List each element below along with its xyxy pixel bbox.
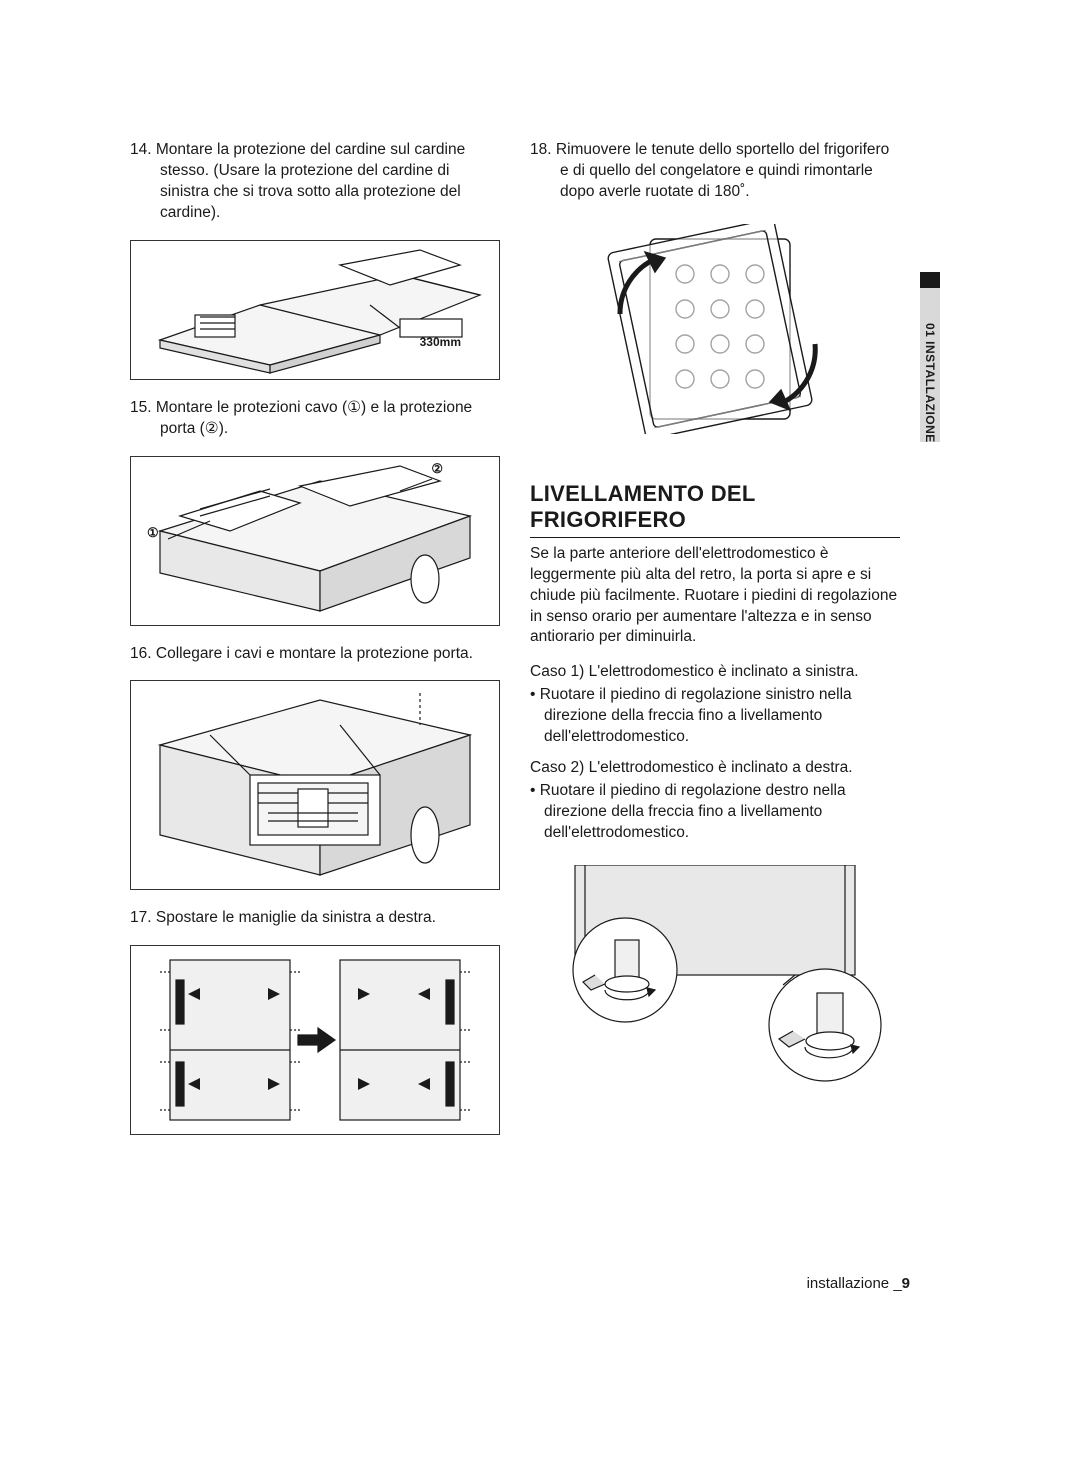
step-14-text: Montare la protezione del cardine sul ca… bbox=[156, 141, 465, 221]
figure-16 bbox=[130, 680, 500, 890]
step-16-text: Collegare i cavi e montare la protezione… bbox=[156, 645, 473, 662]
footer-label: installazione _ bbox=[807, 1275, 902, 1292]
step-18-num: 18. bbox=[530, 141, 552, 158]
step-14: 14. Montare la protezione del cardine su… bbox=[130, 140, 500, 224]
sidebar-tab: 01 INSTALLAZIONE bbox=[920, 288, 940, 442]
step-15: 15. Montare le protezioni cavo (①) e la … bbox=[130, 398, 500, 440]
step-16-num: 16. bbox=[130, 645, 152, 662]
sidebar-label: 01 INSTALLAZIONE bbox=[923, 323, 937, 443]
levelling-intro: Se la parte anteriore dell'elettrodomest… bbox=[530, 544, 900, 649]
footer-page-number: 9 bbox=[902, 1275, 910, 1292]
step-15-text: Montare le protezioni cavo (①) e la prot… bbox=[156, 399, 472, 437]
step-18: 18. Rimuovere le tenute dello sportello … bbox=[530, 140, 900, 203]
step-17-text: Spostare le maniglie da sinistra a destr… bbox=[156, 909, 436, 926]
figure-14: 330mm bbox=[130, 240, 500, 380]
step-17-num: 17. bbox=[130, 909, 152, 926]
figure-levelling bbox=[530, 860, 900, 1090]
figure-15: ① ② bbox=[130, 456, 500, 626]
figure-18 bbox=[560, 219, 860, 439]
left-column: 14. Montare la protezione del cardine su… bbox=[130, 140, 500, 1153]
case2-title: Caso 2) L'elettrodomestico è inclinato a… bbox=[530, 758, 900, 779]
step-18-text: Rimuovere le tenute dello sportello del … bbox=[556, 141, 889, 200]
figure-15-label-1: ① bbox=[147, 525, 159, 541]
step-16: 16. Collegare i cavi e montare la protez… bbox=[130, 644, 500, 665]
right-column: 18. Rimuovere le tenute dello sportello … bbox=[530, 140, 900, 1153]
page-footer: installazione _9 bbox=[807, 1275, 910, 1292]
case1-bullet: • Ruotare il piedino di regolazione sini… bbox=[530, 685, 900, 748]
figure-15-label-2: ② bbox=[431, 461, 443, 477]
case1-title: Caso 1) L'elettrodomestico è inclinato a… bbox=[530, 662, 900, 683]
content-columns: 14. Montare la protezione del cardine su… bbox=[130, 140, 990, 1153]
manual-page: 01 INSTALLAZIONE 14. Montare la protezio… bbox=[0, 0, 1080, 1462]
step-15-num: 15. bbox=[130, 399, 152, 416]
figure-17 bbox=[130, 945, 500, 1135]
levelling-heading: LIVELLAMENTO DEL FRIGORIFERO bbox=[530, 481, 900, 538]
case2-bullet: • Ruotare il piedino di regolazione dest… bbox=[530, 781, 900, 844]
step-17: 17. Spostare le maniglie da sinistra a d… bbox=[130, 908, 500, 929]
figure-14-label: 330mm bbox=[420, 335, 461, 349]
step-14-num: 14. bbox=[130, 141, 152, 158]
